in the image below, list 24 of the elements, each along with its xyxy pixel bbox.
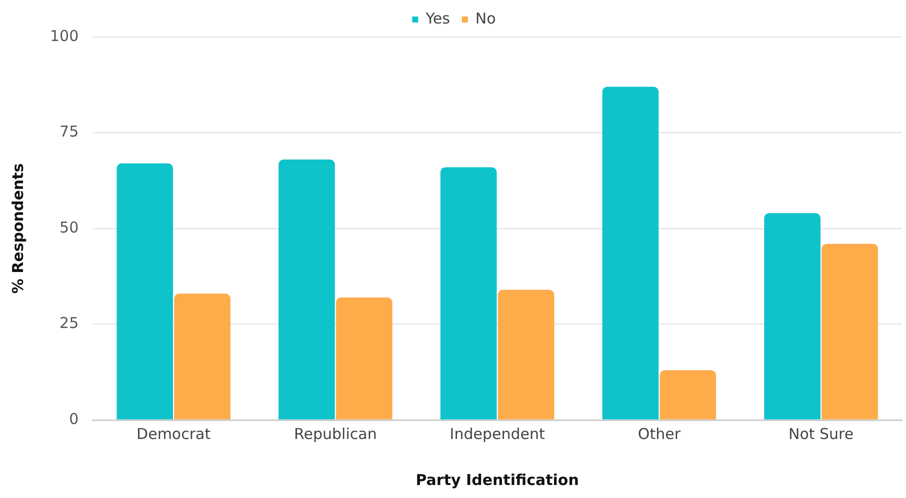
x-tick-label: Independent	[450, 424, 545, 443]
bar	[822, 244, 878, 420]
y-axis-title: % Respondents	[8, 163, 27, 294]
bar	[174, 294, 230, 420]
y-tick-label: 0	[69, 410, 79, 428]
y-tick-label: 100	[50, 26, 79, 45]
bar	[440, 167, 497, 420]
x-tick-label: Democrat	[136, 424, 211, 443]
y-tick-label: 50	[60, 218, 79, 236]
bar	[498, 290, 554, 420]
bar	[336, 297, 392, 420]
x-tick-label: Republican	[294, 424, 377, 443]
x-tick-label: Other	[638, 424, 682, 443]
y-tick-label: 75	[60, 122, 79, 141]
bar	[602, 86, 659, 420]
x-axis-title: Party Identification	[416, 470, 579, 489]
bar	[278, 160, 335, 420]
y-tick-label: 25	[60, 314, 79, 332]
x-tick-label: Not Sure	[788, 424, 854, 443]
legend-label: No	[475, 9, 496, 28]
bar	[660, 370, 716, 420]
bar	[764, 213, 820, 420]
legend-label: Yes	[424, 9, 450, 28]
bar	[116, 163, 173, 420]
